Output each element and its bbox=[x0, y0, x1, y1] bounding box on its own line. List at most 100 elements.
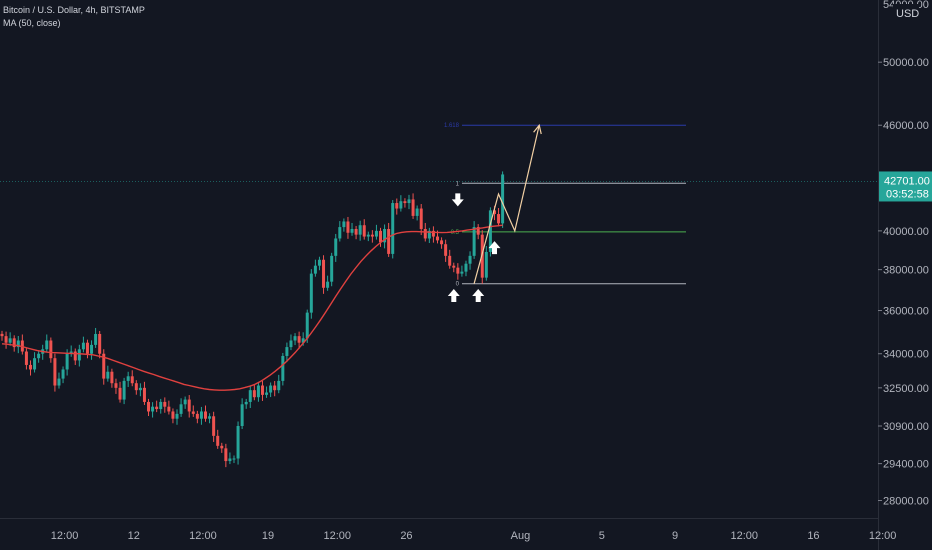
candle-up bbox=[366, 234, 370, 237]
candle-down bbox=[102, 353, 106, 379]
price-tick-label: 46000.00 bbox=[883, 120, 929, 132]
candle-down bbox=[431, 230, 435, 237]
time-tick-label: 26 bbox=[400, 530, 412, 542]
candle-down bbox=[379, 230, 383, 243]
candle-up bbox=[472, 227, 476, 256]
ma-line bbox=[1, 224, 503, 391]
candle-up bbox=[383, 228, 387, 243]
price-tick-label: 38000.00 bbox=[883, 265, 929, 277]
candle-up bbox=[460, 271, 464, 274]
candle-down bbox=[85, 342, 89, 354]
candle-down bbox=[252, 390, 256, 398]
candle-down bbox=[423, 228, 427, 239]
candle-down bbox=[419, 208, 423, 229]
candle-up bbox=[199, 411, 203, 419]
candle-up bbox=[256, 385, 260, 398]
candle-up bbox=[57, 378, 61, 386]
candle-down bbox=[492, 210, 496, 215]
fib-level-label: 1 bbox=[456, 181, 460, 187]
candle-down bbox=[322, 259, 326, 288]
candle-down bbox=[224, 448, 228, 462]
candle-up bbox=[94, 333, 98, 345]
last-price-tag bbox=[879, 171, 932, 202]
candle-up bbox=[179, 404, 183, 414]
candle-down bbox=[142, 387, 146, 402]
candle-down bbox=[456, 267, 460, 274]
candle-down bbox=[395, 203, 399, 209]
candle-down bbox=[73, 351, 77, 361]
candle-down bbox=[297, 336, 301, 343]
ma-indicator-label[interactable]: MA (50, close) bbox=[3, 18, 61, 28]
candle-down bbox=[110, 371, 114, 384]
candle-up bbox=[391, 203, 395, 254]
candle-up bbox=[236, 426, 240, 459]
candle-up bbox=[350, 228, 354, 233]
candle-down bbox=[28, 364, 32, 370]
candle-down bbox=[403, 201, 407, 204]
candle-down bbox=[49, 340, 53, 359]
candle-up bbox=[151, 406, 155, 412]
candle-down bbox=[171, 411, 175, 419]
candle-down bbox=[53, 358, 57, 386]
time-tick-label: 12 bbox=[128, 530, 140, 542]
candle-up bbox=[407, 199, 411, 204]
candle-up bbox=[228, 458, 232, 462]
fib-level-label: 0.5 bbox=[451, 230, 460, 236]
countdown-label: 03:52:58 bbox=[886, 188, 929, 200]
candle-down bbox=[440, 240, 444, 245]
candle-up bbox=[248, 390, 252, 402]
arrow-up-icon bbox=[488, 241, 501, 255]
candle-down bbox=[118, 387, 122, 400]
time-tick-label: Aug bbox=[511, 530, 531, 542]
candle-up bbox=[90, 344, 94, 354]
last-price-label: 42701.00 bbox=[884, 175, 930, 187]
candle-up bbox=[126, 376, 130, 381]
candle-down bbox=[134, 383, 138, 391]
candle-down bbox=[12, 338, 16, 348]
candle-up bbox=[16, 340, 20, 348]
candle-up bbox=[240, 404, 244, 427]
time-tick-label: 12:00 bbox=[323, 530, 351, 542]
candle-down bbox=[273, 385, 277, 391]
time-tick-label: 12:00 bbox=[869, 530, 897, 542]
candle-down bbox=[370, 234, 374, 237]
candle-up bbox=[183, 399, 187, 405]
price-tick-label: 36000.00 bbox=[883, 306, 929, 318]
price-axis[interactable]: 28000.00 29400.00 30900.00 32500.00 34000.00… bbox=[878, 0, 932, 550]
candle-up bbox=[232, 458, 236, 460]
price-tick-label: 29400.00 bbox=[883, 459, 929, 471]
candle-up bbox=[338, 227, 342, 239]
candle-up bbox=[37, 353, 41, 359]
price-tick-label: 40000.00 bbox=[883, 226, 929, 238]
symbol-title[interactable]: Bitcoin / U.S. Dollar, 4h, BITSTAMP bbox=[3, 5, 145, 15]
candle-up bbox=[81, 342, 85, 350]
candle-up bbox=[244, 401, 248, 405]
candle-up bbox=[501, 174, 505, 224]
candle-up bbox=[65, 353, 69, 370]
ma-50-line bbox=[1, 224, 503, 391]
candle-down bbox=[191, 411, 195, 414]
price-axis-panel bbox=[878, 0, 932, 550]
price-tick-label: 34000.00 bbox=[883, 349, 929, 361]
arrow-up-icon bbox=[447, 289, 460, 302]
candle-up bbox=[281, 355, 285, 381]
candle-up bbox=[313, 265, 317, 274]
candle-down bbox=[163, 401, 167, 407]
candle-down bbox=[24, 351, 28, 365]
arrow-up-icon bbox=[472, 289, 485, 302]
candle-down bbox=[147, 401, 151, 412]
time-tick-label: 16 bbox=[807, 530, 819, 542]
candle-down bbox=[480, 234, 484, 278]
candle-up bbox=[69, 351, 73, 354]
candle-up bbox=[122, 380, 126, 400]
price-tick-label: 28000.00 bbox=[883, 496, 929, 508]
candle-up bbox=[488, 210, 492, 252]
chart-legend: Bitcoin / U.S. Dollar, 4h, BITSTAMP MA (… bbox=[3, 4, 145, 30]
time-axis[interactable]: 12:00 12 12:00 19 12:00 26 Aug 5 9 12:00 16 12:00 bbox=[0, 518, 897, 543]
candle-up bbox=[317, 259, 321, 266]
currency-box bbox=[893, 4, 919, 21]
candle-down bbox=[195, 413, 199, 419]
candle-up bbox=[342, 221, 346, 228]
time-tick-label: 5 bbox=[599, 530, 605, 542]
